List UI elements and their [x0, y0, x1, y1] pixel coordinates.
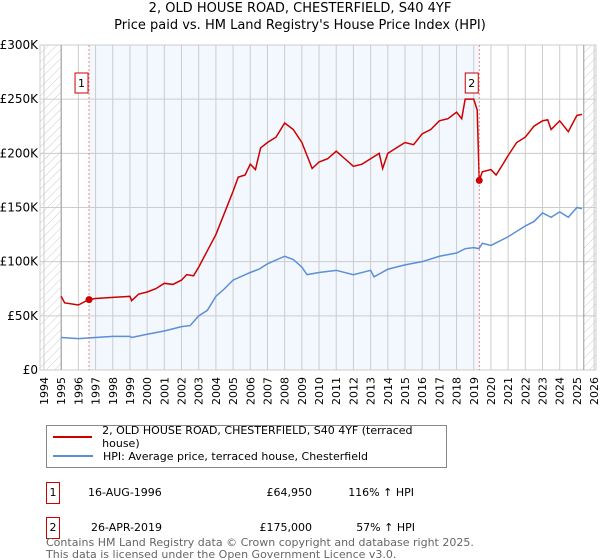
- x-tick-label: 2012: [347, 377, 360, 405]
- x-tick-label: 2016: [416, 377, 429, 405]
- sale-marker-badge: 2: [46, 517, 60, 539]
- x-tick-label: 2003: [193, 377, 206, 405]
- chart-title: 2, OLD HOUSE ROAD, CHESTERFIELD, S40 4YF: [148, 1, 452, 16]
- sale-point: [85, 296, 93, 304]
- x-tick-label: 2024: [554, 377, 567, 405]
- x-tick-label: 2006: [244, 377, 257, 405]
- legend: 2, OLD HOUSE ROAD, CHESTERFIELD, S40 4YF…: [46, 424, 447, 468]
- footer-licence: This data is licensed under the Open Gov…: [46, 548, 397, 560]
- x-tick-label: 1996: [72, 377, 85, 405]
- x-tick-label: 2005: [227, 377, 240, 405]
- sale-point: [475, 176, 483, 184]
- x-tick-label: 1997: [90, 377, 103, 405]
- sale-label: 2: [468, 77, 475, 90]
- x-tick-label: 2008: [279, 377, 292, 405]
- legend-label: HPI: Average price, terraced house, Ches…: [103, 449, 369, 463]
- x-tick-label: 2026: [588, 377, 600, 405]
- footer-copyright: Contains HM Land Registry data © Crown c…: [46, 536, 474, 549]
- x-tick-label: 2009: [296, 377, 309, 405]
- x-tick-label: 2020: [485, 377, 498, 405]
- x-tick-label: 2004: [210, 377, 223, 405]
- x-tick-label: 2010: [313, 377, 326, 405]
- x-tick-label: 2018: [451, 377, 464, 405]
- legend-swatch: [53, 436, 93, 438]
- x-tick-label: 1999: [124, 377, 137, 405]
- sale-hpi: 116% ↑ HPI: [348, 486, 414, 499]
- sale-marker-badge: 1: [46, 482, 60, 504]
- sale-label-box: [74, 72, 89, 94]
- x-tick-label: 2002: [176, 377, 189, 405]
- x-tick-label: 2014: [382, 377, 395, 405]
- x-tick-label: 2000: [141, 377, 154, 405]
- sale-label-box: [464, 72, 479, 94]
- sale-date: 16-AUG-1996: [88, 486, 162, 499]
- x-tick-label: 1998: [107, 377, 120, 405]
- x-tick-label: 2023: [537, 377, 550, 405]
- y-tick-label: £0: [23, 363, 38, 377]
- y-tick-label: £200K: [0, 146, 39, 160]
- x-tick-label: 2022: [519, 377, 532, 405]
- sale-hpi: 57% ↑ HPI: [356, 521, 415, 534]
- sale-price: £64,950: [266, 486, 313, 499]
- sale-date: 26-APR-2019: [91, 521, 163, 534]
- legend-swatch: [53, 455, 93, 457]
- y-tick-label: £50K: [7, 309, 39, 323]
- x-tick-label: 2011: [330, 377, 343, 405]
- x-tick-label: 2019: [468, 377, 481, 405]
- x-tick-label: 1995: [55, 377, 68, 405]
- y-tick-label: £250K: [0, 92, 39, 106]
- series-line-property: [60, 98, 583, 306]
- series-line-hpi: [61, 206, 583, 340]
- x-tick-label: 2015: [399, 377, 412, 405]
- x-tick-label: 2021: [502, 377, 515, 405]
- x-tick-label: 2025: [571, 377, 584, 405]
- x-tick-label: 1994: [38, 377, 51, 405]
- y-tick-label: £100K: [0, 255, 39, 269]
- y-tick-label: £150K: [0, 201, 39, 215]
- sale-row: 2 26-APR-2019 £175,000 57% ↑ HPI: [46, 517, 546, 539]
- legend-item-hpi: HPI: Average price, terraced house, Ches…: [53, 448, 368, 464]
- price-chart: 1994 1995 1996 1997 1998 1999 2000 2001 2002 2003…: [0, 38, 600, 405]
- sale-price: £175,000: [259, 521, 313, 534]
- x-tick-label: 2017: [433, 377, 446, 405]
- legend-item-property: 2, OLD HOUSE ROAD, CHESTERFIELD, S40 4YF…: [53, 424, 446, 450]
- legend-label: 2, OLD HOUSE ROAD, CHESTERFIELD, S40 4YF…: [102, 424, 413, 450]
- x-tick-label: 2001: [158, 377, 171, 405]
- x-tick-label: 2007: [261, 377, 274, 405]
- sale-label: 1: [78, 77, 85, 90]
- sale-row: 1 16-AUG-1996 £64,950 116% ↑ HPI: [46, 482, 546, 504]
- y-tick-label: £300K: [0, 38, 39, 52]
- chart-subtitle: Price paid vs. HM Land Registry's House …: [114, 18, 486, 33]
- x-tick-label: 2013: [365, 377, 378, 405]
